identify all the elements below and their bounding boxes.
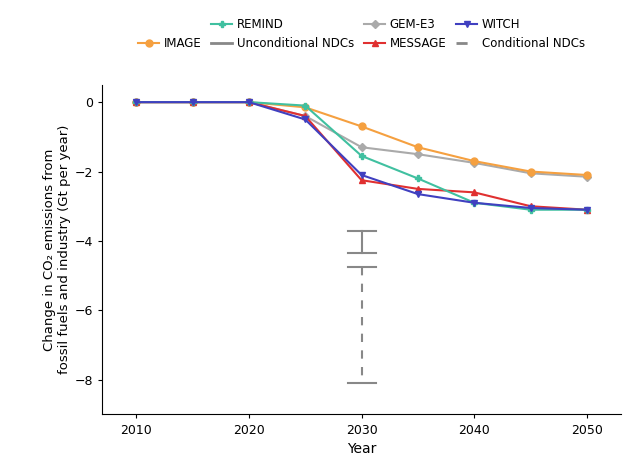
WITCH (245, 99, 253, 105)
Legend: , IMAGE, REMIND, Unconditional NDCs, GEM-E3, MESSAGE, WITCH, Conditional NDCs: , IMAGE, REMIND, Unconditional NDCs, GEM… (138, 18, 585, 50)
REMIND (414, 176, 422, 181)
WITCH (414, 191, 422, 197)
WITCH (527, 205, 534, 211)
WITCH (301, 117, 309, 122)
MESSAGE (132, 99, 140, 105)
WITCH (583, 207, 591, 212)
WITCH (189, 99, 196, 105)
REMIND (132, 99, 140, 105)
MESSAGE (527, 203, 534, 209)
GEM-E3 (414, 151, 422, 157)
GEM-E3 (132, 99, 140, 105)
GEM-E3 (527, 171, 534, 176)
REMIND (583, 207, 591, 212)
IMAGE (414, 145, 422, 150)
IMAGE (470, 158, 478, 164)
WITCH (132, 99, 140, 105)
Line: IMAGE: IMAGE (132, 98, 591, 179)
Line: MESSAGE: MESSAGE (132, 98, 591, 213)
MESSAGE (358, 178, 365, 183)
IMAGE (189, 99, 196, 105)
IMAGE (583, 172, 591, 178)
MESSAGE (245, 99, 253, 105)
REMIND (470, 200, 478, 206)
IMAGE (132, 99, 140, 105)
REMIND (189, 99, 196, 105)
MESSAGE (470, 189, 478, 195)
IMAGE (527, 169, 534, 174)
REMIND (358, 153, 365, 159)
Line: REMIND: REMIND (132, 98, 591, 213)
REMIND (301, 103, 309, 108)
GEM-E3 (583, 174, 591, 179)
GEM-E3 (358, 145, 365, 150)
Line: WITCH: WITCH (132, 98, 591, 213)
IMAGE (245, 99, 253, 105)
MESSAGE (189, 99, 196, 105)
X-axis label: Year: Year (347, 442, 376, 456)
MESSAGE (301, 113, 309, 119)
Line: GEM-E3: GEM-E3 (133, 99, 590, 179)
GEM-E3 (189, 99, 196, 105)
REMIND (245, 99, 253, 105)
IMAGE (301, 105, 309, 110)
MESSAGE (414, 186, 422, 192)
IMAGE (358, 123, 365, 129)
WITCH (358, 172, 365, 178)
MESSAGE (583, 207, 591, 212)
REMIND (527, 207, 534, 212)
WITCH (470, 200, 478, 206)
GEM-E3 (470, 160, 478, 166)
GEM-E3 (245, 99, 253, 105)
Y-axis label: Change in CO₂ emissions from
fossil fuels and industry (Gt per year): Change in CO₂ emissions from fossil fuel… (43, 125, 70, 374)
GEM-E3 (301, 113, 309, 119)
